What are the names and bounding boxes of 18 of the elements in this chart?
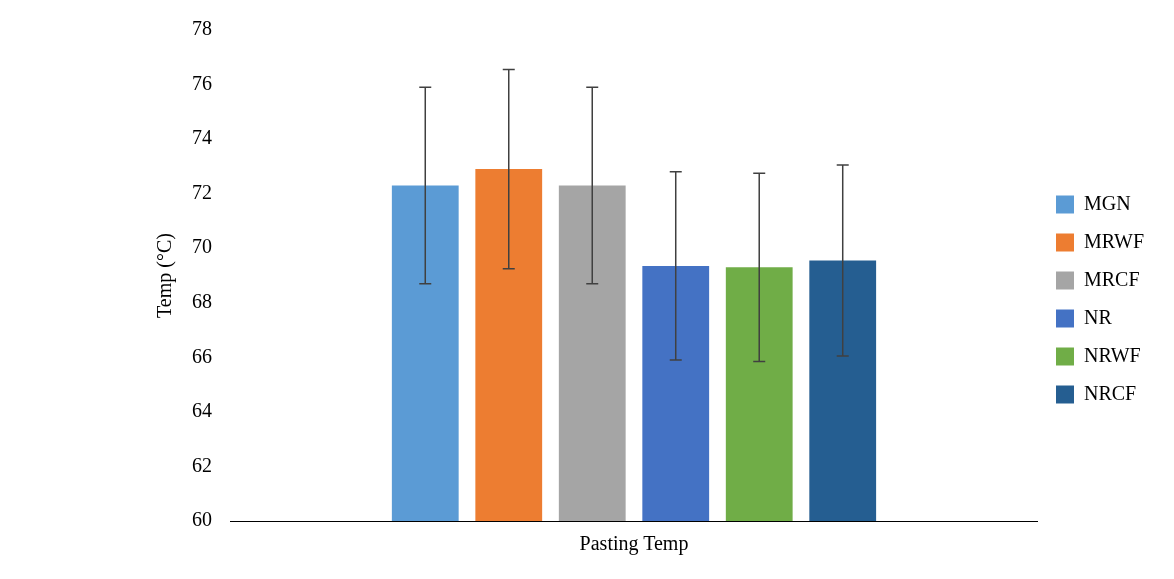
legend-label: MRCF	[1083, 267, 1140, 290]
y-tick-label: 68	[192, 290, 212, 313]
y-tick-label: 74	[192, 126, 212, 149]
y-tick-label: 72	[192, 180, 212, 203]
y-axis-title: Temp (°C)	[153, 233, 177, 318]
y-tick-label: 60	[192, 508, 212, 531]
legend-label: MRWF	[1083, 229, 1145, 252]
y-tick-label: 62	[192, 453, 212, 476]
y-tick-label: 76	[192, 71, 212, 94]
legend-label: MGN	[1083, 191, 1131, 214]
legend-label: NR	[1083, 305, 1113, 328]
legend-label: NRWF	[1083, 343, 1141, 366]
legend-label: NRCF	[1083, 381, 1137, 404]
x-tick-label: Pasting Temp	[579, 532, 689, 556]
y-tick-label: 78	[192, 17, 212, 40]
y-tick-label: 66	[192, 344, 212, 367]
y-tick-label: 64	[192, 399, 212, 422]
y-tick-label: 70	[192, 235, 212, 258]
